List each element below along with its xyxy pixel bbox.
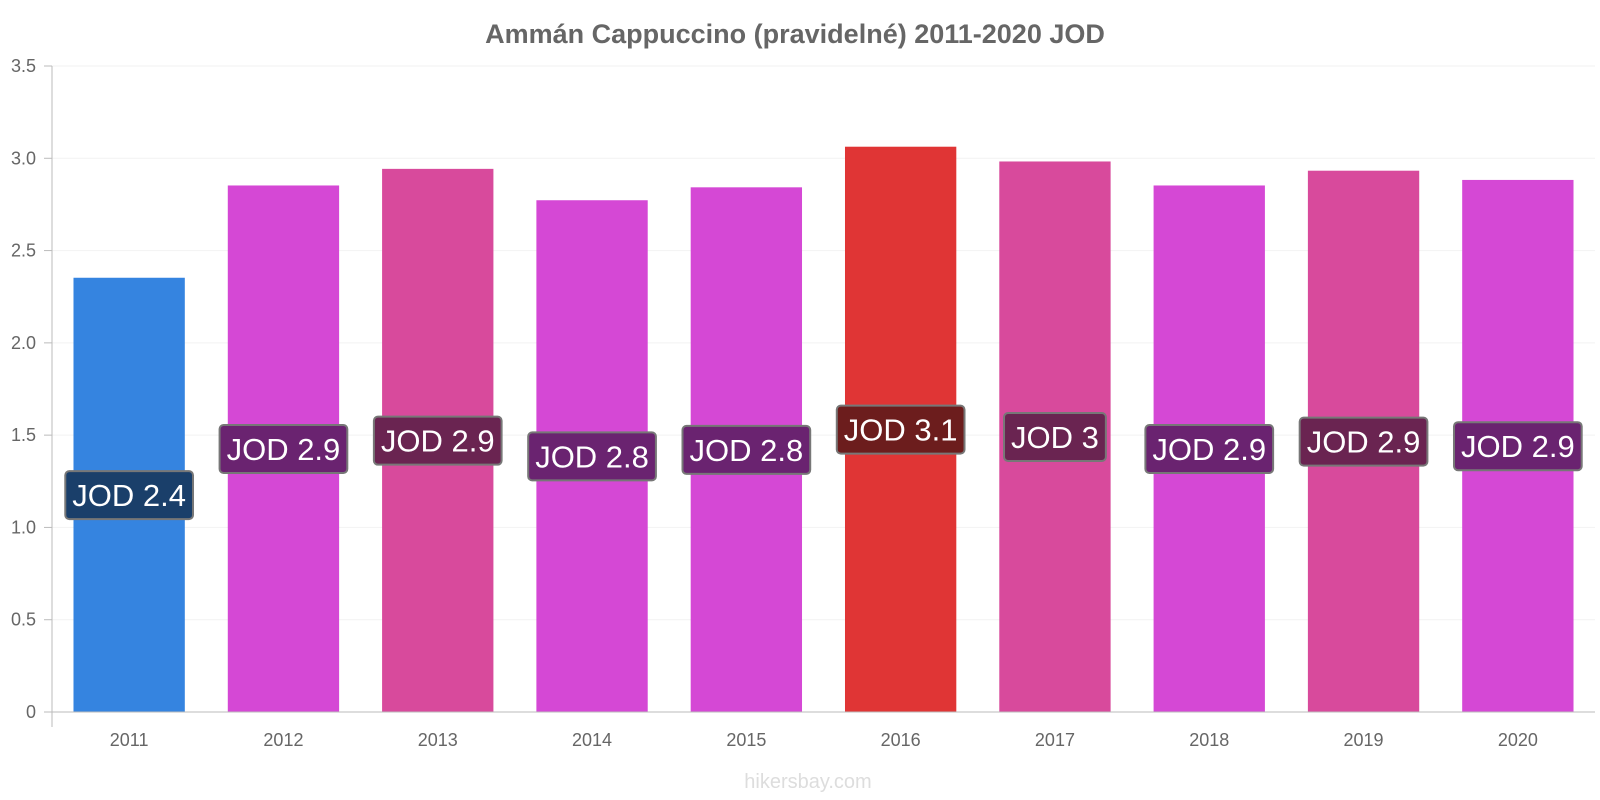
data-label-box: [1298, 416, 1429, 467]
y-tick-label: 0.5: [11, 610, 36, 630]
y-tick-label: 2.5: [11, 241, 36, 261]
data-label-text: JOD 2.9: [227, 432, 341, 467]
y-axis: 0 0.5 1.0 1.5 2.0 2.5 3.0 3.5: [11, 56, 53, 727]
y-tick-label: 1.0: [11, 517, 36, 537]
data-label-2018: JOD 2.9: [1144, 423, 1275, 474]
data-label-2012: JOD 2.9: [218, 423, 349, 474]
data-label-box: [64, 470, 195, 521]
data-label-2020: JOD 2.9: [1452, 421, 1583, 472]
x-tick-label: 2011: [110, 730, 149, 750]
data-label-box: [1452, 421, 1583, 472]
y-tick-label: 2.0: [11, 333, 36, 353]
data-label-box: [1144, 423, 1275, 474]
data-label-box: [372, 415, 503, 466]
y-tick-label: 1.5: [11, 425, 36, 445]
y-tick-label: 3.5: [11, 56, 36, 76]
y-tick-label: 3.0: [11, 148, 36, 168]
data-label-2011: JOD 2.4: [64, 470, 195, 521]
data-label-2019: JOD 2.9: [1298, 416, 1429, 467]
data-label-2013: JOD 2.9: [372, 415, 503, 466]
data-label-text: JOD 2.9: [1461, 429, 1575, 464]
data-label-text: JOD 2.8: [689, 433, 803, 468]
data-label-text: JOD 2.4: [72, 478, 186, 513]
x-tick-label: 2017: [1035, 730, 1075, 750]
data-labels: JOD 2.4 JOD 2.9 JOD 2.9 JOD 2.8 JOD 2.8 JOD 3…: [64, 404, 1583, 521]
data-label-2015: JOD 2.8: [681, 424, 812, 475]
x-tick-label: 2012: [263, 730, 303, 750]
x-tick-label: 2018: [1189, 730, 1229, 750]
x-tick-label: 2019: [1344, 730, 1384, 750]
data-label-2016: JOD 3.1: [835, 404, 966, 455]
data-label-text: JOD 2.9: [381, 424, 495, 459]
source-credit: hikersbay.com: [744, 771, 871, 793]
data-label-text: JOD 3.1: [844, 413, 958, 448]
data-label-box: [527, 431, 657, 482]
x-axis: 2011 2012 2013 2014 2015 2016 2017 2018 2019 2020: [52, 711, 1595, 750]
x-tick-label: 2014: [572, 730, 612, 750]
y-tick-label: 0: [26, 702, 36, 722]
x-tick-label: 2020: [1498, 730, 1538, 750]
x-tick-label: 2015: [726, 730, 766, 750]
data-label-box: [218, 423, 349, 474]
data-label-2017: JOD 3: [1003, 411, 1107, 462]
data-label-2014: JOD 2.8: [527, 431, 657, 482]
data-label-text: JOD 2.9: [1307, 425, 1421, 460]
chart-title: Ammán Cappuccino (pravidelné) 2011-2020 …: [485, 19, 1105, 49]
x-tick-label: 2013: [418, 730, 458, 750]
data-label-text: JOD 2.8: [535, 439, 649, 474]
data-label-text: JOD 2.9: [1152, 432, 1266, 467]
x-tick-label: 2016: [881, 730, 921, 750]
data-label-box: [835, 404, 966, 455]
data-label-text: JOD 3: [1011, 420, 1099, 455]
data-label-box: [1003, 411, 1107, 462]
data-label-box: [681, 424, 812, 475]
